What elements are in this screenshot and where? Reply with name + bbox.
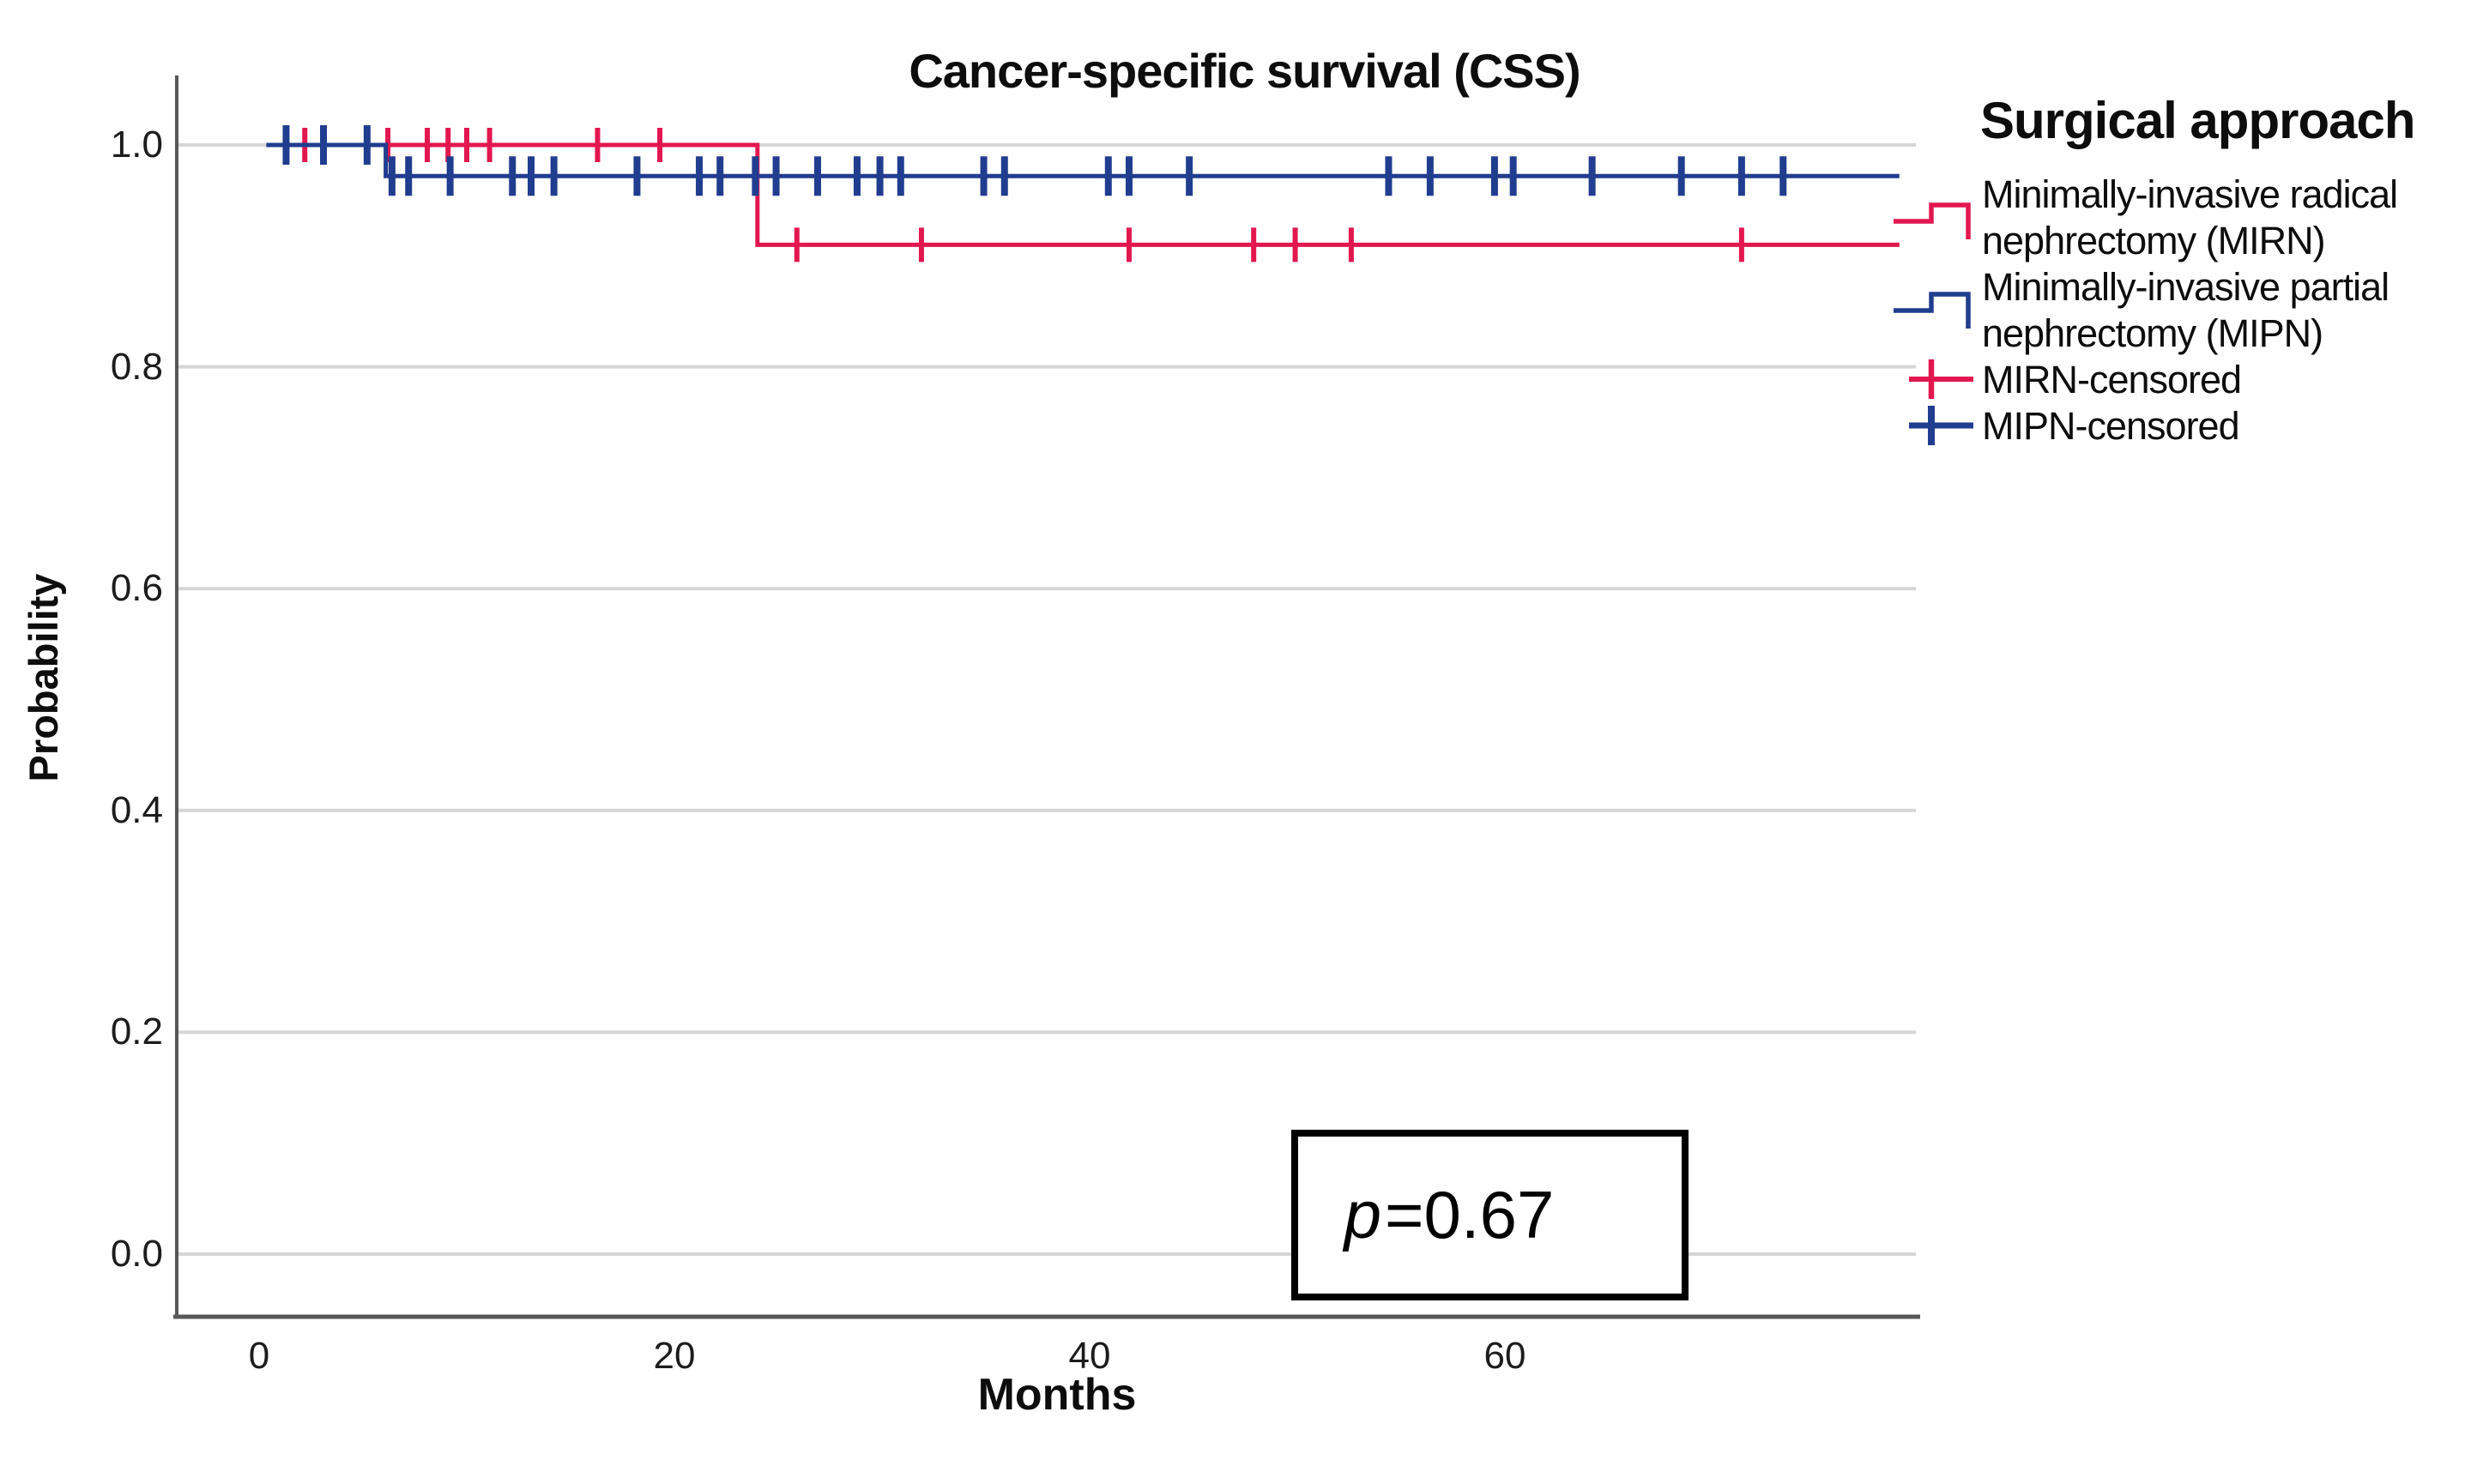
legend-entry-mirn-censored: MIRN-censored [1982,358,2242,401]
mirn-curve-legend-icon [1894,202,1971,239]
mipn-curve-legend-icon [1894,292,1971,329]
p-value-symbol: p [1344,1177,1381,1252]
x-tick-label: 40 [1068,1335,1111,1377]
p-value-box: p =0.67 [1291,1130,1689,1300]
x-tick-label: 60 [1483,1335,1526,1377]
y-tick-label: 0.2 [110,1010,163,1053]
legend-entries: Minimally-invasive radical nephrectomy (… [1982,172,2489,449]
legend-entry-mipn-censored: MIPN-censored [1982,404,2240,448]
y-tick-label: 1.0 [110,124,163,166]
chart-title: Cancer-specific survival (CSS) [909,44,1580,98]
legend-entry-mirn-curve: Minimally-invasive radical nephrectomy (… [1982,172,2398,262]
x-axis-title: Months [977,1370,1137,1420]
y-tick-label: 0.0 [110,1233,163,1275]
x-tick-label: 0 [248,1335,270,1377]
y-tick-label: 0.6 [110,567,163,610]
y-tick-label: 0.8 [110,345,163,388]
legend-entry-mipn-curve: Minimally-invasive partial nephrectomy (… [1982,265,2389,355]
x-tick-label: 20 [653,1335,696,1377]
legend-title: Surgical approach [1980,92,2415,149]
p-value-text: =0.67 [1385,1177,1555,1252]
y-tick-label: 0.4 [110,788,163,831]
mipn-censored-legend-icon [1909,406,1973,445]
mirn-censored-legend-icon [1909,359,1973,399]
